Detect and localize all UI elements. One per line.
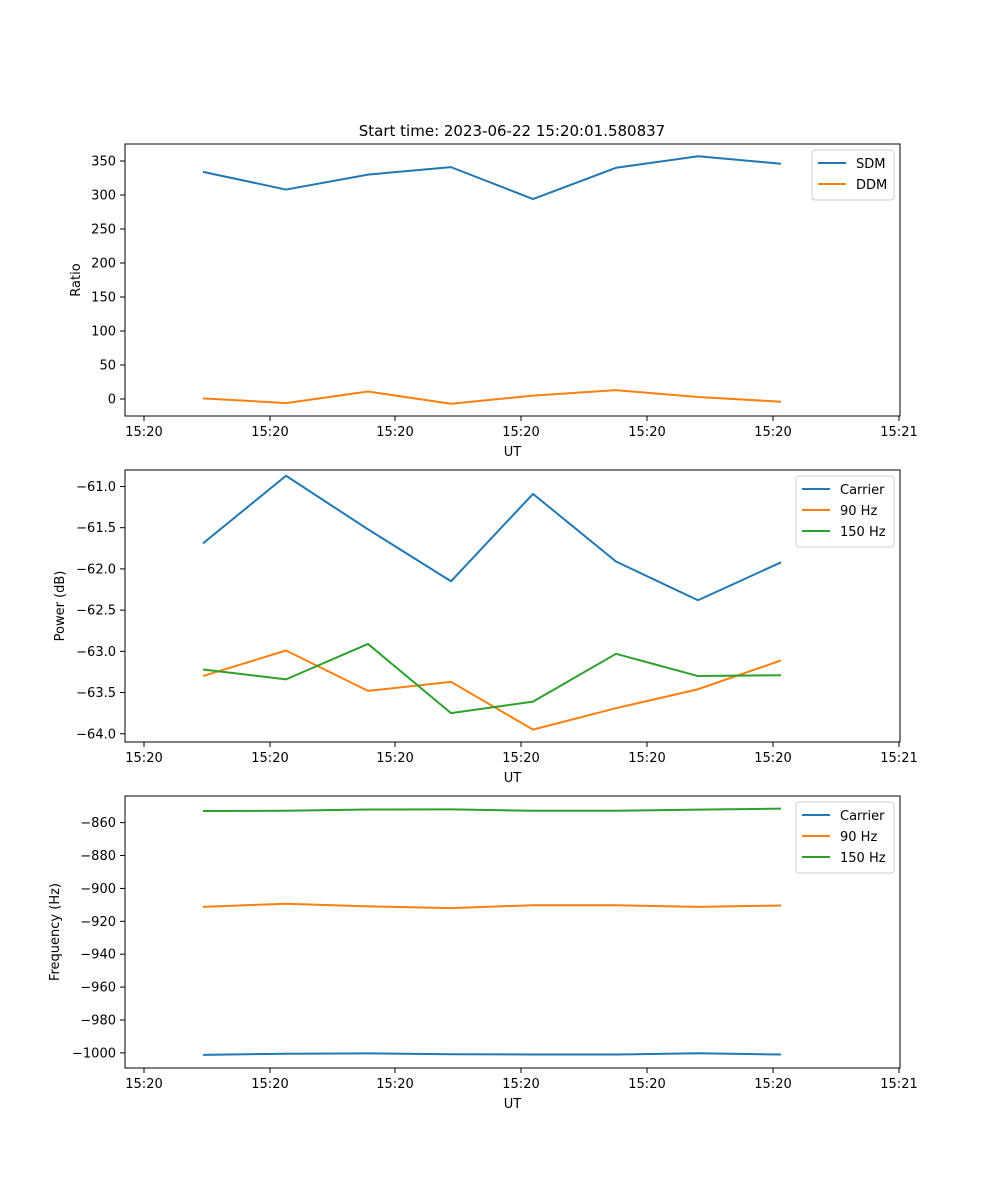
y-tick-label: −61.5 [76, 521, 116, 536]
legend-label: Carrier [840, 809, 885, 824]
y-tick-label: −1000 [72, 1046, 116, 1061]
y-tick-label: 250 [91, 223, 116, 238]
axes-frame [124, 143, 901, 417]
y-axis-label: Frequency (Hz) [48, 883, 63, 981]
series-line-150-hz [202, 807, 782, 812]
x-tick-label: 15:20 [251, 1077, 288, 1092]
y-tick-label: −880 [80, 849, 116, 864]
chart-panel-1: 0 50 100 150 200 250 300 350 15:20 15:20 15:20 15:2… [69, 143, 918, 460]
y-axis-label: Power (dB) [53, 571, 68, 642]
legend-label: DDM [856, 178, 887, 193]
legend-label: SDM [856, 157, 885, 172]
legend: Carrier 90 Hz 150 Hz [795, 475, 895, 548]
x-tick-label: 15:20 [754, 751, 791, 766]
axes-frame [124, 795, 901, 1069]
y-tick-label: 100 [91, 325, 116, 340]
series-line-carrier [202, 1052, 782, 1056]
y-tick-label: 0 [108, 393, 116, 408]
y-tick-label: −62.0 [76, 562, 116, 577]
y-tick-label: −860 [80, 816, 116, 831]
x-tick-label: 15:20 [125, 425, 162, 440]
y-tick-label: −980 [80, 1013, 116, 1028]
legend-label: 150 Hz [840, 851, 886, 866]
chart-panel-2: −64.0 −63.5 −63.0 −62.5 −62.0 −61.5 −61.0 15:20… [53, 469, 918, 786]
y-tick-label: −900 [80, 882, 116, 897]
x-tick-label: 15:20 [251, 751, 288, 766]
legend-label: 150 Hz [840, 525, 886, 540]
x-tick-label: 15:20 [251, 425, 288, 440]
y-tick-label: −62.5 [76, 604, 116, 619]
y-axis-label: Ratio [69, 263, 84, 296]
x-axis-label: UT [504, 445, 522, 460]
y-tick-label: −61.0 [76, 480, 116, 495]
y-tick-label: 50 [99, 359, 116, 374]
legend: SDM DDM [811, 149, 895, 201]
y-tick-label: 200 [91, 257, 116, 272]
x-axis-label: UT [504, 771, 522, 786]
x-tick-label: 15:21 [880, 425, 917, 440]
series-line-sdm [202, 155, 782, 201]
y-tick-label: 150 [91, 291, 116, 306]
x-tick-label: 15:20 [754, 1077, 791, 1092]
x-tick-label: 15:20 [376, 1077, 413, 1092]
chart-panel-3: −1000 −980 −960 −940 −920 −900 −880 −860 15:20 15… [48, 795, 918, 1112]
x-tick-label: 15:20 [628, 425, 665, 440]
x-tick-label: 15:20 [628, 1077, 665, 1092]
legend-box [795, 801, 895, 874]
y-tick-label: −940 [80, 948, 116, 963]
series-line-carrier [202, 474, 782, 602]
series-line-150-hz [202, 642, 782, 715]
x-tick-label: 15:20 [376, 751, 413, 766]
y-tick-label: −64.0 [76, 727, 116, 742]
y-tick-label: −920 [80, 915, 116, 930]
y-tick-label: −63.0 [76, 645, 116, 660]
x-axis-label: UT [504, 1097, 522, 1112]
x-tick-label: 15:21 [880, 751, 917, 766]
chart-title: Start time: 2023-06-22 15:20:01.580837 [359, 122, 665, 140]
x-tick-label: 15:20 [502, 425, 539, 440]
y-tick-label: 300 [91, 189, 116, 204]
x-tick-label: 15:20 [502, 1077, 539, 1092]
legend-label: 90 Hz [840, 504, 877, 519]
x-tick-label: 15:20 [125, 751, 162, 766]
y-tick-label: 350 [91, 155, 116, 170]
x-tick-label: 15:20 [502, 751, 539, 766]
series-line-90-hz [202, 902, 782, 910]
y-tick-label: −63.5 [76, 686, 116, 701]
legend-label: 90 Hz [840, 830, 877, 845]
legend-box [795, 475, 895, 548]
x-tick-label: 15:21 [880, 1077, 917, 1092]
x-tick-label: 15:20 [754, 425, 791, 440]
x-tick-label: 15:20 [628, 751, 665, 766]
x-tick-label: 15:20 [125, 1077, 162, 1092]
series-line-ddm [202, 389, 782, 405]
legend: Carrier 90 Hz 150 Hz [795, 801, 895, 874]
axes-frame [124, 469, 901, 743]
legend-label: Carrier [840, 483, 885, 498]
series-line-90-hz [202, 649, 782, 731]
chart-panels: 0 50 100 150 200 250 300 350 15:20 15:20 15:20 15:2… [48, 143, 918, 1112]
y-tick-label: −960 [80, 981, 116, 996]
x-tick-label: 15:20 [376, 425, 413, 440]
